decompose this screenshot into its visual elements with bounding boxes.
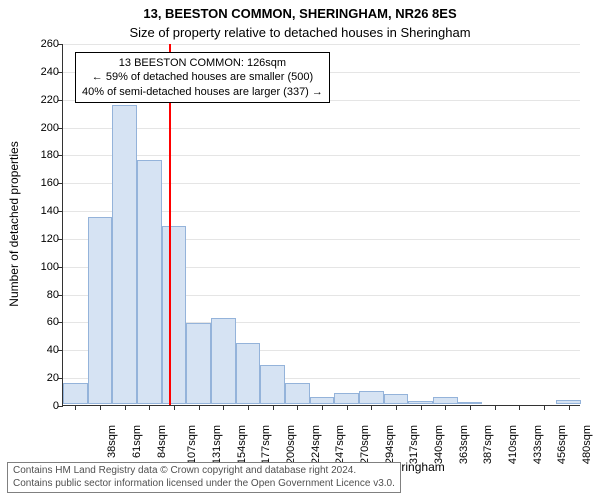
x-tick-label: 317sqm bbox=[408, 425, 420, 464]
x-tick-mark bbox=[445, 405, 446, 410]
x-tick-label: 270sqm bbox=[359, 425, 371, 464]
y-tick-label: 140 bbox=[41, 205, 63, 217]
y-axis-label: Number of detached properties bbox=[7, 141, 21, 306]
bar bbox=[285, 383, 310, 404]
y-tick-label: 100 bbox=[41, 261, 63, 273]
bar bbox=[63, 383, 88, 404]
y-tick-label: 240 bbox=[41, 66, 63, 78]
x-tick-mark bbox=[125, 405, 126, 410]
x-tick-label: 294sqm bbox=[384, 425, 396, 464]
x-tick-mark bbox=[248, 405, 249, 410]
x-tick-label: 247sqm bbox=[334, 425, 346, 464]
x-tick-mark bbox=[495, 405, 496, 410]
x-tick-label: 363sqm bbox=[458, 425, 470, 464]
x-tick-mark bbox=[174, 405, 175, 410]
x-tick-mark bbox=[75, 405, 76, 410]
x-tick-label: 200sqm bbox=[285, 425, 297, 464]
page-title: 13, BEESTON COMMON, SHERINGHAM, NR26 8ES bbox=[0, 0, 600, 21]
bar bbox=[458, 402, 483, 404]
x-tick-mark bbox=[273, 405, 274, 410]
y-tick-label: 40 bbox=[47, 344, 63, 356]
chart: 02040608010012014016018020022024026038sq… bbox=[62, 44, 580, 406]
x-tick-label: 387sqm bbox=[482, 425, 494, 464]
attribution-line2: Contains public sector information licen… bbox=[13, 478, 395, 491]
y-tick-label: 0 bbox=[53, 400, 63, 412]
y-tick-label: 20 bbox=[47, 372, 63, 384]
y-tick-label: 160 bbox=[41, 177, 63, 189]
annotation-box: 13 BEESTON COMMON: 126sqm← 59% of detach… bbox=[75, 52, 330, 103]
x-tick-label: 456sqm bbox=[556, 425, 568, 464]
annotation-line1: 13 BEESTON COMMON: 126sqm bbox=[82, 56, 323, 70]
x-tick-mark bbox=[569, 405, 570, 410]
bar bbox=[88, 217, 113, 404]
x-tick-label: 177sqm bbox=[260, 425, 272, 464]
x-tick-label: 433sqm bbox=[532, 425, 544, 464]
y-tick-label: 180 bbox=[41, 149, 63, 161]
bar bbox=[310, 397, 335, 404]
y-tick-label: 120 bbox=[41, 233, 63, 245]
x-tick-mark bbox=[100, 405, 101, 410]
attribution-line1: Contains HM Land Registry data © Crown c… bbox=[13, 465, 395, 478]
x-tick-mark bbox=[371, 405, 372, 410]
attribution-box: Contains HM Land Registry data © Crown c… bbox=[7, 462, 401, 493]
x-tick-mark bbox=[297, 405, 298, 410]
bar bbox=[408, 401, 433, 404]
y-tick-label: 60 bbox=[47, 316, 63, 328]
bar bbox=[433, 397, 458, 404]
bar bbox=[236, 343, 261, 404]
bar bbox=[556, 400, 581, 404]
gridline bbox=[63, 44, 580, 45]
x-tick-label: 84sqm bbox=[156, 425, 168, 458]
x-tick-mark bbox=[544, 405, 545, 410]
x-tick-mark bbox=[519, 405, 520, 410]
x-tick-mark bbox=[421, 405, 422, 410]
x-tick-mark bbox=[470, 405, 471, 410]
x-tick-mark bbox=[199, 405, 200, 410]
x-tick-label: 38sqm bbox=[106, 425, 118, 458]
y-tick-label: 220 bbox=[41, 94, 63, 106]
x-tick-label: 480sqm bbox=[581, 425, 593, 464]
x-tick-label: 224sqm bbox=[310, 425, 322, 464]
y-tick-label: 200 bbox=[41, 122, 63, 134]
x-tick-label: 410sqm bbox=[507, 425, 519, 464]
y-tick-label: 260 bbox=[41, 38, 63, 50]
annotation-line2: ← 59% of detached houses are smaller (50… bbox=[82, 70, 323, 84]
y-tick-label: 80 bbox=[47, 289, 63, 301]
bar bbox=[384, 394, 409, 404]
bar bbox=[137, 160, 162, 404]
x-tick-label: 107sqm bbox=[186, 425, 198, 464]
annotation-line3: 40% of semi-detached houses are larger (… bbox=[82, 85, 323, 99]
x-tick-label: 154sqm bbox=[236, 425, 248, 464]
bar bbox=[260, 365, 285, 404]
x-tick-mark bbox=[347, 405, 348, 410]
bar bbox=[211, 318, 236, 404]
x-tick-mark bbox=[396, 405, 397, 410]
bar bbox=[359, 391, 384, 404]
bar bbox=[162, 226, 187, 404]
page-subtitle: Size of property relative to detached ho… bbox=[0, 21, 600, 40]
gridline bbox=[63, 155, 580, 156]
x-tick-mark bbox=[322, 405, 323, 410]
x-tick-mark bbox=[149, 405, 150, 410]
bar bbox=[334, 393, 359, 404]
x-tick-label: 61sqm bbox=[131, 425, 143, 458]
bar bbox=[186, 323, 211, 404]
x-tick-mark bbox=[223, 405, 224, 410]
gridline bbox=[63, 128, 580, 129]
x-tick-label: 340sqm bbox=[433, 425, 445, 464]
bar bbox=[112, 105, 137, 404]
plot-area: 02040608010012014016018020022024026038sq… bbox=[62, 44, 580, 406]
x-tick-label: 131sqm bbox=[211, 425, 223, 464]
